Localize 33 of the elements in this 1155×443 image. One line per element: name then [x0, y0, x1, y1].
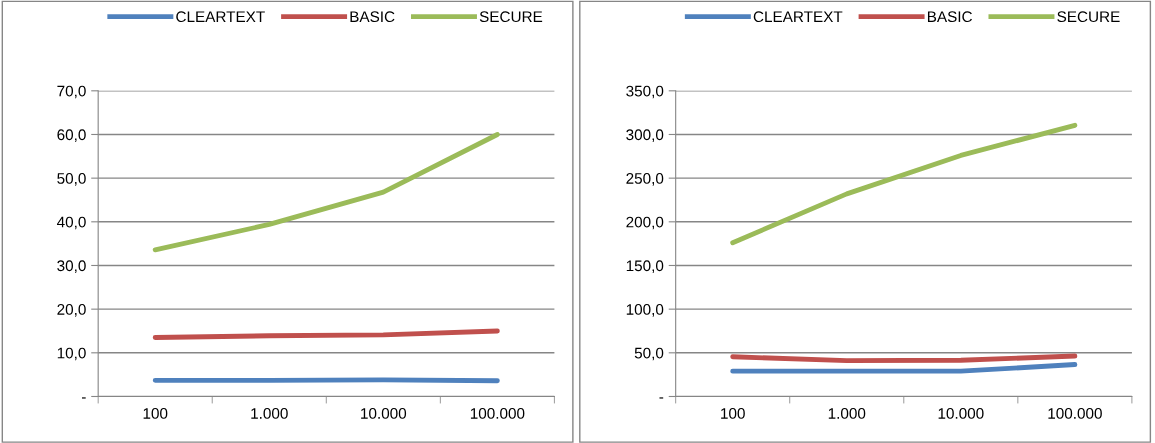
legend-label: SECURE	[479, 11, 543, 23]
y-tick-label: 20,0	[57, 304, 86, 317]
x-tick-label: 10.000	[361, 408, 407, 419]
legend-label: SECURE	[1057, 11, 1120, 23]
y-tick-label: 70,0	[57, 85, 86, 99]
x-tick-label: 100.000	[470, 408, 525, 419]
y-tick-label: 250,0	[626, 173, 664, 186]
legend-label: BASIC	[927, 11, 972, 23]
y-tick-label: 300,0	[626, 129, 664, 142]
y-tick-label: 40,0	[56, 216, 86, 230]
x-tick-label: 1.000	[828, 408, 866, 419]
y-tick-label: 50,0	[57, 173, 86, 186]
legend-label: CLEARTEXT	[176, 11, 265, 23]
y-tick-label: 60,0	[57, 129, 86, 142]
y-tick-label: 30,0	[57, 260, 86, 273]
legend-label: CLEARTEXT	[753, 11, 843, 23]
y-tick-label: 50,0	[634, 347, 664, 361]
y-tick-label: 150,0	[626, 260, 664, 273]
y-tick-label: 10,0	[57, 347, 86, 361]
legend-label: BASIC	[350, 11, 395, 23]
y-tick-label: -	[659, 397, 664, 399]
y-tick-label: 100,0	[626, 304, 664, 317]
x-tick-label: 100.000	[1048, 408, 1102, 419]
line-series	[152, 328, 500, 340]
x-tick-label: 10.000	[938, 408, 984, 419]
x-tick-label: 1.000	[251, 408, 288, 419]
y-tick-label: 350,0	[626, 85, 664, 99]
y-tick-label: -	[81, 397, 86, 399]
line-series	[730, 122, 1078, 246]
x-tick-label: 100	[721, 408, 745, 419]
y-tick-label: 200,0	[626, 216, 664, 230]
line-series	[152, 132, 500, 253]
x-tick-label: 100	[143, 408, 168, 419]
